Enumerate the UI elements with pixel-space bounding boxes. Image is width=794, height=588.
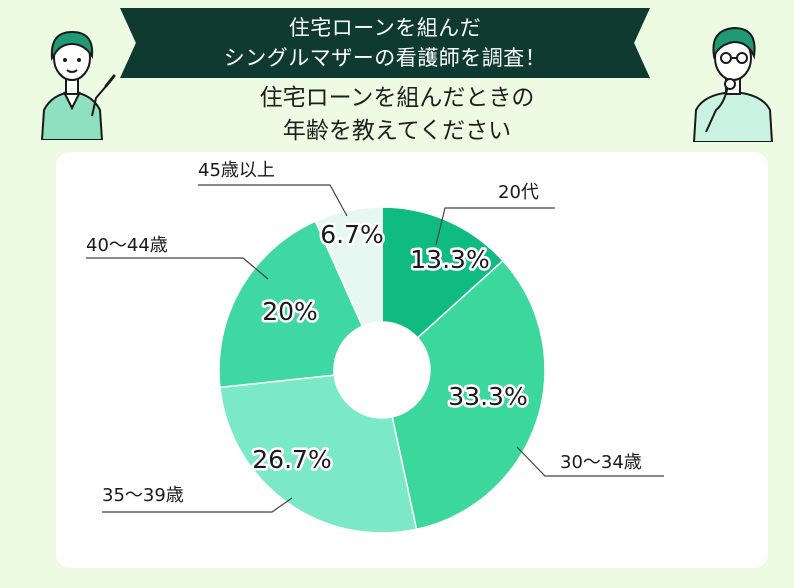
banner-line-2: シングルマザーの看護師を調査！ <box>223 46 547 70</box>
callout-line-5 <box>198 184 348 217</box>
question-line-1: 住宅ローンを組んだときの <box>259 85 535 111</box>
woman-pointing-illustration <box>40 30 116 140</box>
title-banner: 住宅ローンを組んだ シングルマザーの看護師を調査！ <box>120 8 650 78</box>
callout-line-1 <box>435 207 555 246</box>
donut-slice-4 <box>218 220 364 389</box>
banner-line-1: 住宅ローンを組んだ <box>288 16 482 40</box>
category-label-4: 40〜44歳 <box>86 235 168 256</box>
slice-value-label-4: 20% <box>262 297 318 326</box>
slice-value-label-5: 6.7% <box>320 220 384 249</box>
donut-slice-3 <box>219 374 418 534</box>
donut-slice-5 <box>314 206 383 328</box>
question-line-2: 年齢を教えてください <box>282 118 512 144</box>
donut-slice-2 <box>391 259 546 531</box>
question-title: 住宅ローンを組んだときの 年齢を教えてください <box>190 82 604 148</box>
category-label-2: 30〜34歳 <box>560 452 642 473</box>
man-thinking-illustration <box>692 26 774 142</box>
callout-line-4 <box>86 257 269 280</box>
category-label-3: 35〜39歳 <box>102 485 184 506</box>
slice-value-label-2: 33.3% <box>448 382 527 411</box>
slice-value-label-1: 13.3% <box>410 245 489 274</box>
category-label-1: 20代 <box>498 182 539 203</box>
slice-value-label-3: 26.7% <box>252 445 331 474</box>
donut-slice-1 <box>381 206 504 339</box>
callout-line-2 <box>516 446 664 477</box>
callout-line-3 <box>102 497 293 513</box>
category-label-5: 45歳以上 <box>198 160 275 181</box>
